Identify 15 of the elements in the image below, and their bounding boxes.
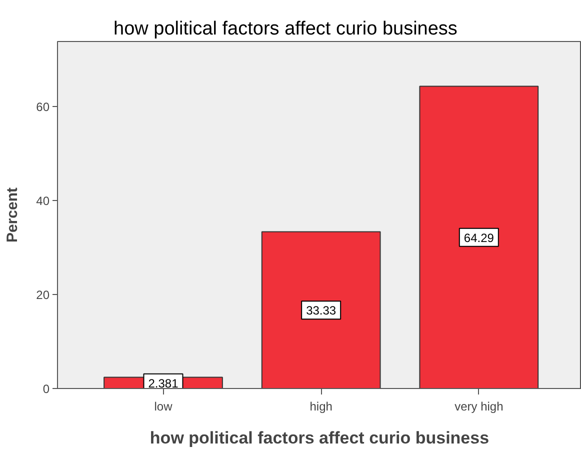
y-axis-title: Percent [4, 187, 22, 243]
x-axis-title: how political factors affect curio business [150, 428, 490, 448]
chart-title: how political factors affect curio business [114, 18, 458, 40]
y-tick-label: 20 [36, 288, 50, 302]
y-tick-label: 60 [36, 100, 50, 114]
data-label: 33.33 [306, 304, 336, 318]
x-tick-label: high [310, 400, 332, 414]
bar [261, 231, 381, 388]
x-tick-label: very high [454, 400, 504, 414]
data-label: 2.381 [148, 376, 179, 390]
x-tick-label: low [154, 400, 173, 414]
y-tick-label: 40 [36, 194, 50, 208]
data-label: 64.29 [464, 230, 494, 245]
bar [419, 86, 539, 388]
y-tick-label: 0 [42, 382, 50, 396]
